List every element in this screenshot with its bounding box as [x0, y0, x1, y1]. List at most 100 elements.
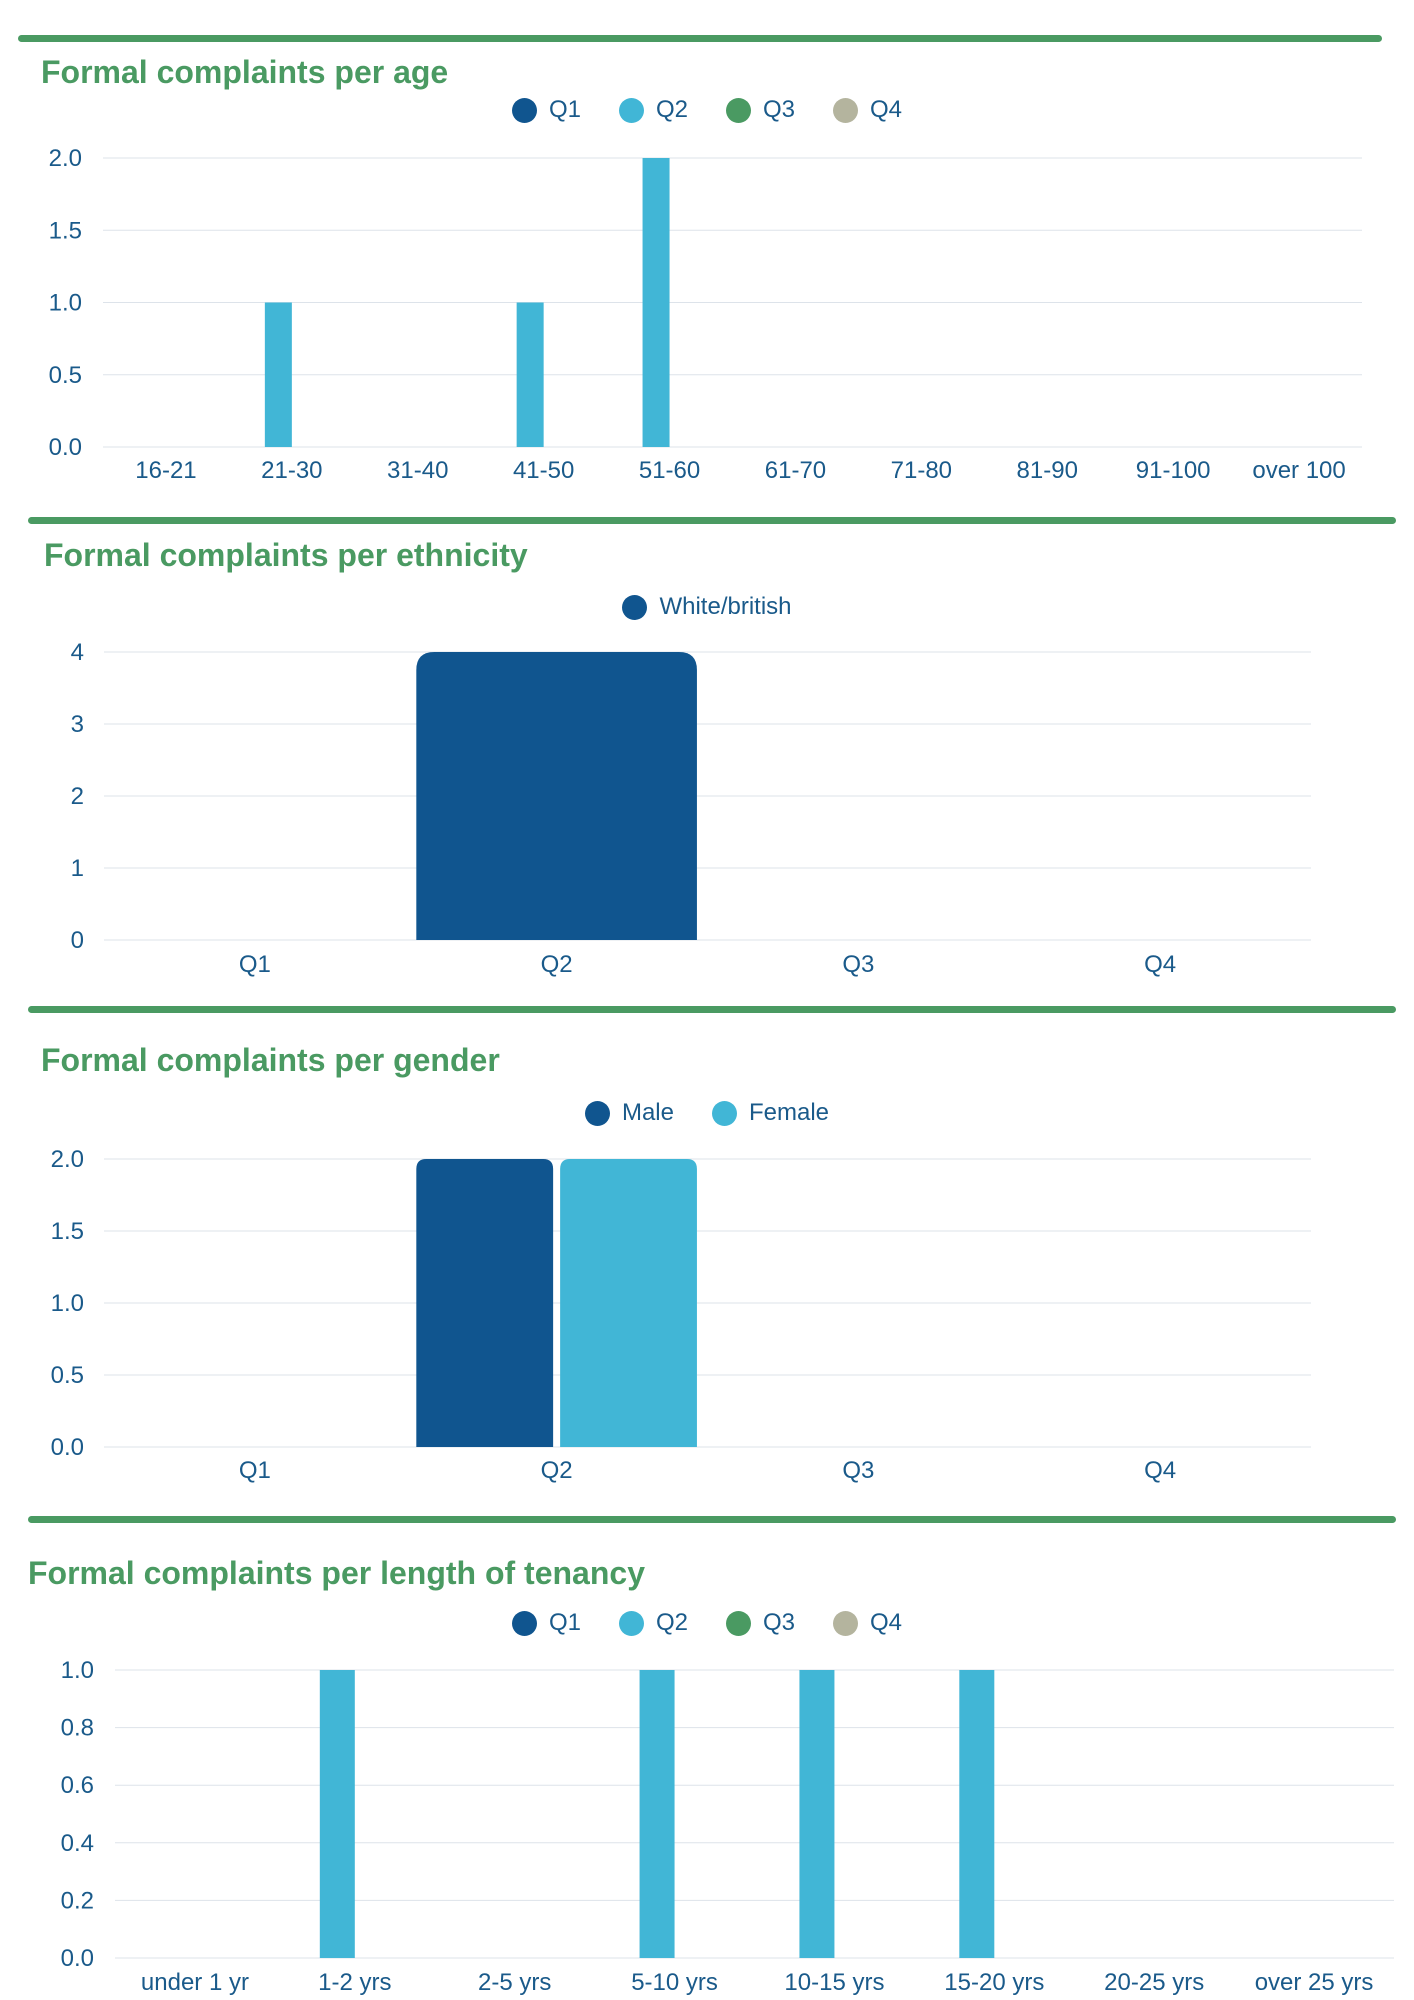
x-tick-label: 10-15 yrs	[784, 1969, 884, 1996]
legend-item: Male	[584, 1099, 674, 1127]
chart-title: Formal complaints per length of tenancy	[28, 1555, 645, 1591]
x-tick-label: Q1	[239, 951, 271, 978]
section-divider	[28, 517, 1396, 524]
bar	[642, 158, 670, 447]
y-tick-label: 2	[71, 783, 84, 810]
legend-swatch	[833, 1610, 859, 1636]
x-tick-label: over 100	[1252, 457, 1345, 484]
x-tick-label: 31-40	[387, 457, 448, 484]
legend-label: Female	[749, 1099, 830, 1126]
x-tick-label: Q2	[541, 951, 573, 978]
legend-item: White/british	[622, 593, 792, 621]
x-tick-label: 41-50	[513, 457, 574, 484]
x-tick-label: 71-80	[891, 457, 952, 484]
y-tick-label: 0.0	[49, 434, 82, 461]
legend-swatch	[584, 1100, 610, 1126]
legend-item: Q1	[511, 1609, 581, 1637]
legend-swatch	[712, 1100, 737, 1126]
bar-chart: 0 1 2 3 4 Q1 Q2 Q3 Q4	[71, 639, 1311, 978]
legend-item: Female	[712, 1099, 829, 1127]
x-tick-label: 2-5 yrs	[478, 1969, 551, 1996]
y-tick-label: 0	[71, 927, 84, 954]
legend-label: Q2	[655, 1609, 688, 1636]
x-tick-label: 91-100	[1136, 457, 1211, 484]
y-tick-label: 1.5	[49, 217, 82, 244]
chart-title: Formal complaints per age	[41, 54, 449, 90]
legend-label: Q4	[870, 1609, 903, 1636]
x-tick-label: Q4	[1144, 951, 1176, 978]
chart-legend: White/british	[0, 593, 1414, 621]
legend-label: Q3	[763, 1609, 796, 1636]
y-tick-label: 4	[71, 639, 84, 666]
x-tick-label: 61-70	[765, 457, 826, 484]
legend-item: Q1	[511, 96, 581, 124]
legend-swatch	[511, 97, 537, 123]
x-tick-label: Q1	[239, 1457, 271, 1484]
y-tick-label: 0.2	[61, 1887, 94, 1914]
bar	[516, 302, 544, 447]
legend-label: Q1	[548, 1609, 581, 1636]
y-tick-label: 1.0	[49, 290, 82, 317]
legend-item: Q4	[833, 96, 902, 124]
y-tick-label: 0.5	[49, 362, 82, 389]
x-tick-label: 1-2 yrs	[318, 1969, 391, 1996]
chart-legend: Q1 Q2 Q3 Q4	[0, 1609, 1414, 1637]
bar-chart: 0.0 0.5 1.0 1.5 2.0 16-21 21-30 31-40 41-50 51-60…	[49, 145, 1362, 484]
y-tick-label: 2.0	[49, 145, 82, 172]
section-divider	[18, 35, 1382, 42]
y-tick-label: 0.8	[61, 1715, 94, 1742]
y-tick-label: 0.0	[61, 1945, 94, 1972]
legend-item: Q3	[726, 96, 795, 124]
x-tick-label: Q2	[541, 1457, 573, 1484]
y-tick-label: 0.0	[51, 1434, 84, 1461]
x-tick-label: Q3	[842, 951, 874, 978]
chart-legend: Male Female	[0, 1099, 1414, 1127]
x-tick-label: over 25 yrs	[1255, 1969, 1374, 1996]
y-tick-label: 2.0	[51, 1146, 84, 1173]
x-tick-label: 20-25 yrs	[1104, 1969, 1204, 1996]
y-tick-label: 1.5	[51, 1218, 84, 1245]
x-tick-label: 15-20 yrs	[944, 1969, 1044, 1996]
bar	[416, 652, 697, 940]
legend-item: Q3	[726, 1609, 795, 1637]
y-tick-label: 1.0	[61, 1657, 94, 1684]
bar	[560, 1159, 697, 1447]
bar	[639, 1670, 675, 1958]
legend-swatch	[622, 594, 648, 620]
bar	[416, 1159, 554, 1447]
x-tick-label: Q4	[1144, 1457, 1176, 1484]
chart-title: Formal complaints per ethnicity	[44, 537, 528, 573]
y-tick-label: 0.6	[61, 1772, 94, 1799]
section-divider	[28, 1006, 1396, 1013]
legend-item: Q2	[618, 96, 688, 124]
legend-swatch	[726, 97, 751, 123]
legend-swatch	[833, 97, 859, 123]
legend-swatch	[618, 1610, 644, 1636]
legend-label: Q2	[655, 96, 688, 123]
bar-chart: 0.0 0.5 1.0 1.5 2.0 Q1 Q2 Q3 Q4	[51, 1146, 1311, 1484]
legend-label: White/british	[659, 593, 792, 620]
x-tick-label: under 1 yr	[141, 1969, 249, 1996]
y-tick-label: 0.5	[51, 1362, 84, 1389]
legend-swatch	[726, 1610, 751, 1636]
x-tick-label: 16-21	[135, 457, 196, 484]
bar	[264, 302, 292, 447]
bar	[799, 1670, 835, 1958]
legend-swatch	[511, 1610, 537, 1636]
bar	[959, 1670, 995, 1958]
x-tick-label: 51-60	[639, 457, 700, 484]
legend-label: Q3	[763, 96, 796, 123]
x-tick-label: 21-30	[261, 457, 322, 484]
legend-item: Q2	[618, 1609, 688, 1637]
legend-label: Q4	[870, 96, 903, 123]
x-tick-label: 5-10 yrs	[631, 1969, 718, 1996]
bar	[319, 1670, 355, 1958]
x-tick-label: Q3	[842, 1457, 874, 1484]
x-tick-label: 81-90	[1017, 457, 1078, 484]
legend-label: Q1	[548, 96, 581, 123]
section-divider	[28, 1516, 1396, 1523]
legend-swatch	[618, 97, 644, 123]
chart-title: Formal complaints per gender	[41, 1042, 500, 1078]
y-tick-label: 1.0	[51, 1290, 84, 1317]
